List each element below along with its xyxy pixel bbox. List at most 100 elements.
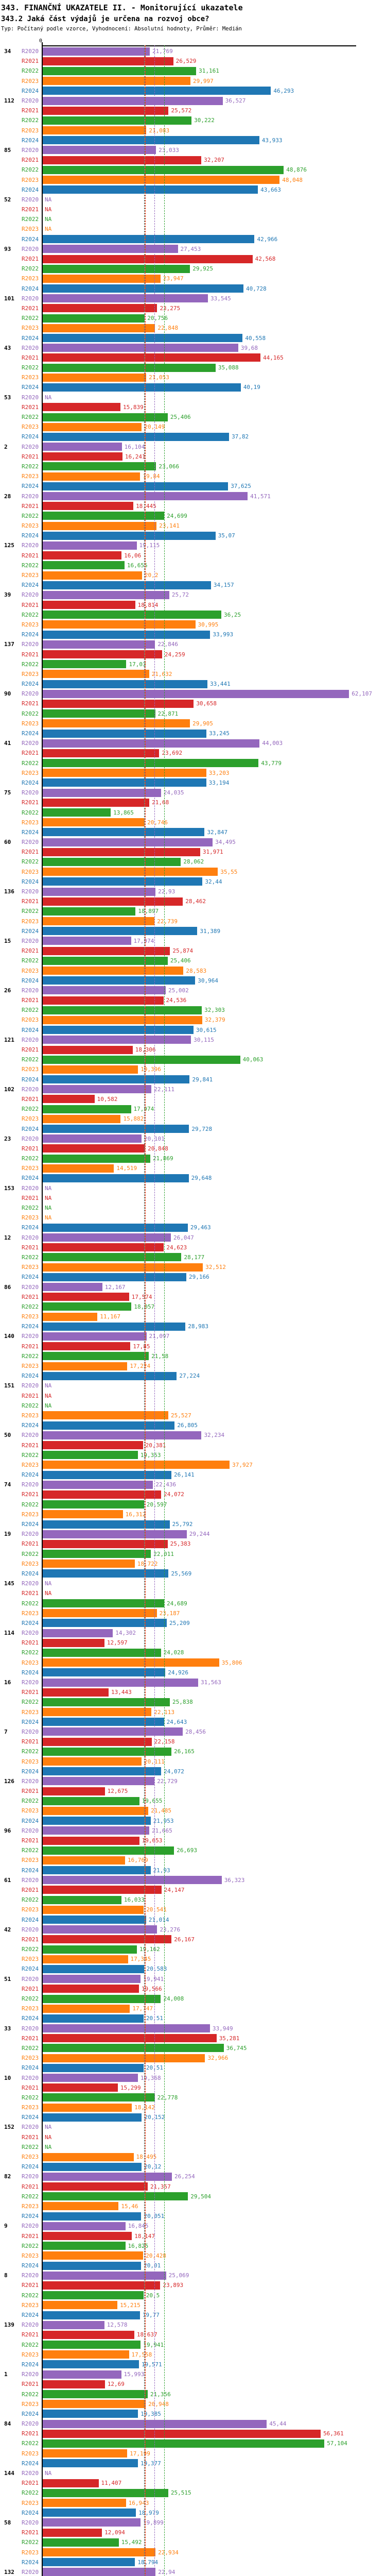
value-bar [42,2281,161,2290]
group-label: 52 [4,196,11,203]
value-label: 19,566 [141,1985,162,1992]
bar-row: R2024 40,19 [1,382,386,392]
bar-row: 2 R2020 16,104 [1,442,386,452]
bar-group: 145 R2020 NA R2021 NA R2022 24,689 R2023 23,187 R… [1,1579,386,1628]
value-bar [42,1243,164,1252]
value-bar [42,769,206,777]
year-label: R2021 [22,2133,39,2141]
year-label: R2020 [22,1580,39,1587]
bar-row: 23 R2020 20,101 [1,1134,386,1144]
year-label: R2024 [22,1125,39,1132]
bar-group: 82 R2020 26,254 R2021 21,357 R2022 29,504 R2023… [1,2172,386,2221]
value-bar [42,1777,155,1786]
value-bar [42,1708,152,1717]
year-label: R2022 [22,2292,39,2299]
year-label: R2021 [22,1194,39,1201]
group-label: 132 [4,2568,14,2575]
value-label: 29,166 [188,1274,209,1281]
bar-row: R2021 24,072 [1,1489,386,1499]
bar-row: 121 R2020 30,115 [1,1035,386,1045]
bar-row: R2024 43,663 [1,185,386,195]
year-label: R2020 [22,1333,39,1340]
year-label: R2020 [22,1679,39,1686]
bar-row: R2021 42,568 [1,254,386,264]
year-label: R2024 [22,779,39,786]
year-label: R2020 [22,2074,39,2081]
value-bar [42,2261,142,2270]
year-label: R2020 [22,1382,39,1389]
value-bar [42,1451,138,1460]
year-label: R2024 [22,828,39,836]
group-label: 96 [4,1827,11,1834]
value-label: 30,115 [194,1036,214,1043]
value-bar [42,294,208,303]
bar-row: R2021 24,259 [1,649,386,659]
bar-row: R2023 23,947 [1,274,386,283]
bar-row: R2022 28,062 [1,857,386,867]
value-bar [42,1727,183,1736]
year-label: R2020 [22,789,39,796]
value-bar [42,482,229,490]
bar-row: 43 R2020 39,68 [1,343,386,353]
bar-row: 19 R2020 29,244 [1,1529,386,1539]
year-label: R2024 [22,730,39,737]
year-label: R2022 [22,1748,39,1755]
value-bar [42,136,259,145]
bar-row: R2024 32,847 [1,827,386,837]
value-bar [42,828,205,837]
value-bar [42,640,155,649]
value-bar [42,1638,104,1647]
bar-row: R2024 42,966 [1,234,386,244]
year-label: R2021 [22,1738,39,1745]
bar-row: R2023 29,997 [1,76,386,86]
value-label: 30,658 [196,700,217,707]
year-label: R2024 [22,2163,39,2171]
value-label: 26,693 [177,1847,197,1854]
bar-row: R2024 25,209 [1,1618,386,1628]
value-label: 21,357 [150,2183,171,2190]
value-label: NA [45,226,52,233]
value-label: 43,933 [261,137,283,144]
bar-row: 139 R2020 12,578 [1,2320,386,2330]
year-label: R2021 [22,1837,39,1844]
value-label: 18,637 [136,2331,157,2338]
year-label: R2021 [22,1244,39,1251]
value-bar [42,798,150,807]
bar-row: 86 R2020 12,167 [1,1282,386,1292]
year-label: R2024 [22,1965,39,1973]
value-bar [42,403,121,412]
bar-row: R2021 25,383 [1,1539,386,1549]
value-bar [42,1530,187,1538]
value-bar [42,2538,119,2547]
bar-row: R2024 27,224 [1,1371,386,1381]
group-label: 93 [4,245,11,252]
bar-row: 75 R2020 24,035 [1,788,386,798]
value-bar [42,1955,128,1963]
value-bar [42,432,230,441]
value-label: 19,84 [143,473,160,480]
value-bar [42,1065,138,1074]
value-bar [42,967,184,975]
bar-row: R2022 28,177 [1,1252,386,1262]
value-bar [42,1846,174,1855]
value-bar [42,2509,136,2517]
value-label: 25,383 [170,1540,191,1548]
bar-row: R2024 33,245 [1,728,386,738]
year-label: R2021 [22,2035,39,2042]
value-label: 25,406 [170,957,191,964]
year-label: R2023 [22,1511,39,1518]
year-label: R2020 [22,1876,39,1884]
bar-row: 112 R2020 36,527 [1,96,386,106]
median-line-R2021 [145,45,146,2576]
year-label: R2024 [22,2064,39,2072]
year-label: R2021 [22,403,39,411]
year-label: R2024 [22,1867,39,1874]
bar-group: 61 R2020 36,323 R2021 24,147 R2022 16,033 R2023… [1,1875,386,1925]
bar-row: R2021 25,572 [1,106,386,115]
bar-row: R2021 12,69 [1,2379,386,2389]
bar-row: R2024 19,77 [1,2310,386,2320]
value-label: 12,675 [107,1788,128,1795]
year-label: R2020 [22,1036,39,1043]
group-label: 1 [4,2371,8,2378]
value-bar [42,2449,128,2458]
